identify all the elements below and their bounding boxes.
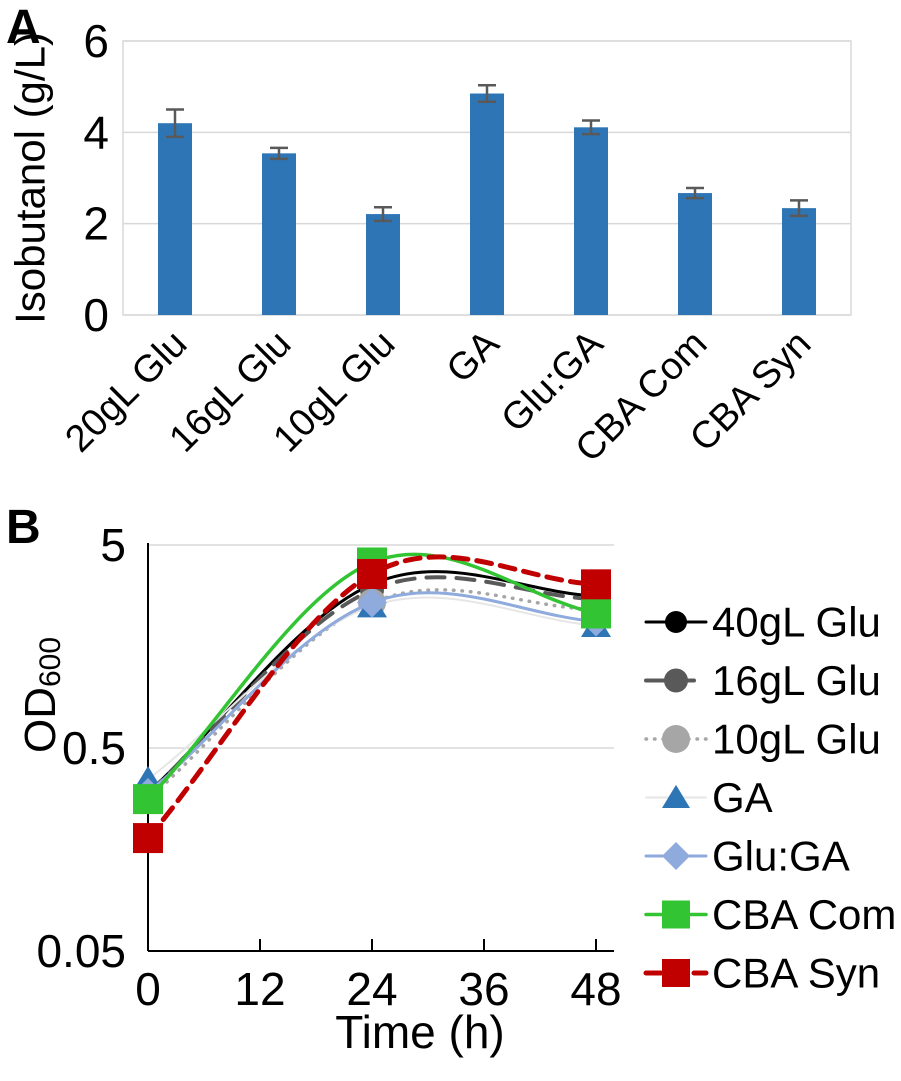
y-tick-label: 0.05 [36, 925, 126, 977]
marker-CBA-Syn-0h [133, 823, 163, 854]
bar-GA [470, 93, 504, 316]
y-tick-label: 0 [83, 289, 109, 341]
x-tick-label: 12 [234, 963, 285, 1015]
legend-marker-CBA-Com [662, 900, 690, 929]
marker-Glu-GA-24h [357, 587, 387, 618]
legend-label: GA [712, 774, 773, 821]
legend-marker-CBA-Syn [662, 959, 690, 987]
legend-label: Glu:GA [712, 833, 850, 880]
x-tick-label: 48 [570, 963, 621, 1015]
bar-CBA-Syn [782, 208, 816, 315]
od600-line-chart: 0 12 24 36 48 5 0.5 0.05 OD600 Time (h) 40gL Glu 16… [16, 519, 897, 1058]
marker-CBA-Com-0h [133, 784, 163, 815]
legend-label: 40gL Glu [712, 599, 881, 646]
marker-CBA-Com-48h [581, 598, 611, 629]
y-tick-label: 4 [83, 106, 109, 158]
x-category-label: GA [439, 322, 508, 391]
bar-Glu-GA [574, 127, 608, 315]
legend-marker-40gL-Glu [665, 611, 687, 633]
legend-item-40gL-Glu: 40gL Glu [644, 599, 881, 646]
legend-item-16gL-Glu: 16gL Glu [644, 657, 881, 704]
legend-marker-16gL-Glu [664, 668, 688, 693]
marker-CBA-Syn-48h [581, 569, 611, 600]
x-tick-label: 0 [135, 963, 161, 1015]
legend-item-10gL-Glu: 10gL Glu [644, 716, 881, 763]
legend-item-CBA-Syn: CBA Syn [643, 950, 880, 997]
bar-16gL-Glu [262, 153, 296, 315]
x-axis-title: Time (h) [335, 1006, 505, 1058]
marker-CBA-Syn-24h [357, 558, 387, 589]
legend-item-GA: GA [645, 774, 773, 821]
y-axis-title: OD600 [16, 637, 67, 753]
y-tick-label: 0.5 [62, 722, 126, 774]
legend-label: 16gL Glu [712, 657, 881, 704]
legend: 40gL Glu 16gL Glu 10gL Glu GA Glu:GA CBA Com C… [643, 599, 896, 997]
panel-b-label: B [6, 501, 41, 554]
bar-20gL-Glu [158, 123, 192, 315]
x-tick-label: 24 [346, 963, 397, 1015]
legend-label: CBA Syn [712, 950, 880, 997]
y-tick-label: 2 [83, 198, 109, 250]
y-tick-label: 6 [83, 15, 109, 67]
series-line-10gL-Glu [146, 588, 598, 801]
legend-item-Glu-GA: Glu:GA [644, 833, 850, 880]
y-tick-label: 5 [100, 519, 126, 571]
panel-a-label: A [6, 1, 41, 54]
legend-marker-Glu-GA [662, 842, 690, 870]
legend-marker-GA [662, 784, 690, 808]
legend-label: 10gL Glu [712, 716, 881, 763]
legend-item-CBA-Com: CBA Com [644, 891, 896, 938]
bar-10gL-Glu [366, 214, 400, 315]
legend-marker-10gL-Glu [662, 725, 690, 753]
bar-CBA-Com [678, 193, 712, 315]
series-line-Glu-GA [146, 591, 598, 795]
y-axis-title: Isobutanol (g/L) [7, 32, 54, 324]
legend-label: CBA Com [712, 891, 896, 938]
x-tick-label: 36 [458, 963, 509, 1015]
